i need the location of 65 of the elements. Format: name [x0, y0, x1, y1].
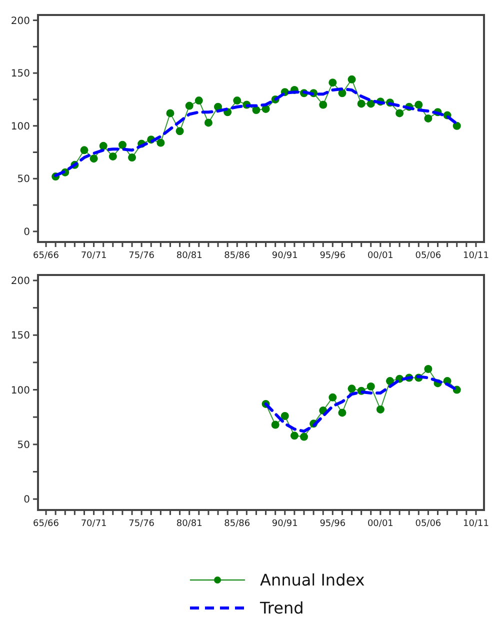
x-tick-label: 70/71: [80, 519, 107, 529]
point: [328, 78, 337, 87]
point: [233, 96, 242, 105]
y-tick-label: 150: [10, 68, 30, 80]
y-tick-label: 0: [24, 494, 30, 506]
y-tick-label: 150: [10, 330, 30, 342]
y-tick-label: 100: [10, 121, 30, 132]
legend-label: Trend: [259, 598, 304, 618]
point: [348, 75, 356, 84]
point: [108, 152, 117, 160]
point: [118, 140, 126, 149]
point: [338, 89, 346, 98]
point: [319, 100, 328, 109]
point: [357, 100, 366, 108]
point: [176, 127, 184, 136]
x-tick-label: 10/11: [463, 251, 489, 261]
point: [348, 384, 356, 393]
point: [338, 408, 346, 417]
point: [414, 100, 423, 109]
y-tick-label: 200: [10, 276, 30, 287]
x-tick-label: 95/96: [320, 251, 346, 261]
x-tick-label: 00/01: [367, 251, 394, 261]
x-tick-label: 65/66: [33, 519, 60, 529]
point: [166, 109, 174, 118]
x-tick-label: 75/76: [128, 251, 155, 261]
y-tick-label: 50: [17, 174, 30, 186]
x-tick-label: 10/11: [463, 519, 489, 529]
x-tick-label: 05/06: [415, 519, 442, 529]
x-tick-label: 00/01: [367, 519, 394, 529]
x-tick-label: 05/06: [415, 251, 442, 261]
legend-label: Annual Index: [260, 570, 365, 590]
x-tick-label: 85/86: [224, 519, 250, 529]
y-tick-label: 200: [10, 16, 30, 27]
x-tick-label: 90/91: [272, 251, 298, 261]
point: [204, 118, 212, 127]
point: [424, 114, 432, 122]
point: [376, 405, 384, 414]
point: [156, 138, 165, 147]
point: [280, 412, 289, 420]
point: [366, 382, 375, 390]
x-tick-label: 65/66: [33, 251, 60, 261]
x-tick-label: 70/71: [80, 251, 107, 261]
point: [300, 432, 308, 441]
point: [99, 142, 108, 150]
x-tick-label: 75/76: [128, 519, 155, 529]
x-tick-label: 95/96: [320, 519, 346, 529]
point: [452, 122, 461, 130]
point: [328, 393, 337, 402]
point: [185, 102, 194, 110]
point: [386, 377, 394, 386]
x-tick-label: 85/86: [224, 251, 250, 261]
point: [424, 365, 432, 373]
x-tick-label: 90/91: [272, 519, 298, 529]
point: [80, 146, 88, 154]
point: [90, 154, 98, 163]
y-tick-label: 100: [10, 385, 30, 396]
y-tick-label: 50: [17, 440, 30, 451]
point: [271, 420, 280, 429]
point: [194, 96, 203, 105]
point: [128, 154, 136, 162]
point: [396, 109, 404, 118]
point: [290, 432, 298, 440]
x-tick-label: 80/81: [176, 519, 202, 529]
y-tick-label: 0: [24, 226, 30, 238]
x-tick-label: 80/81: [176, 251, 202, 261]
